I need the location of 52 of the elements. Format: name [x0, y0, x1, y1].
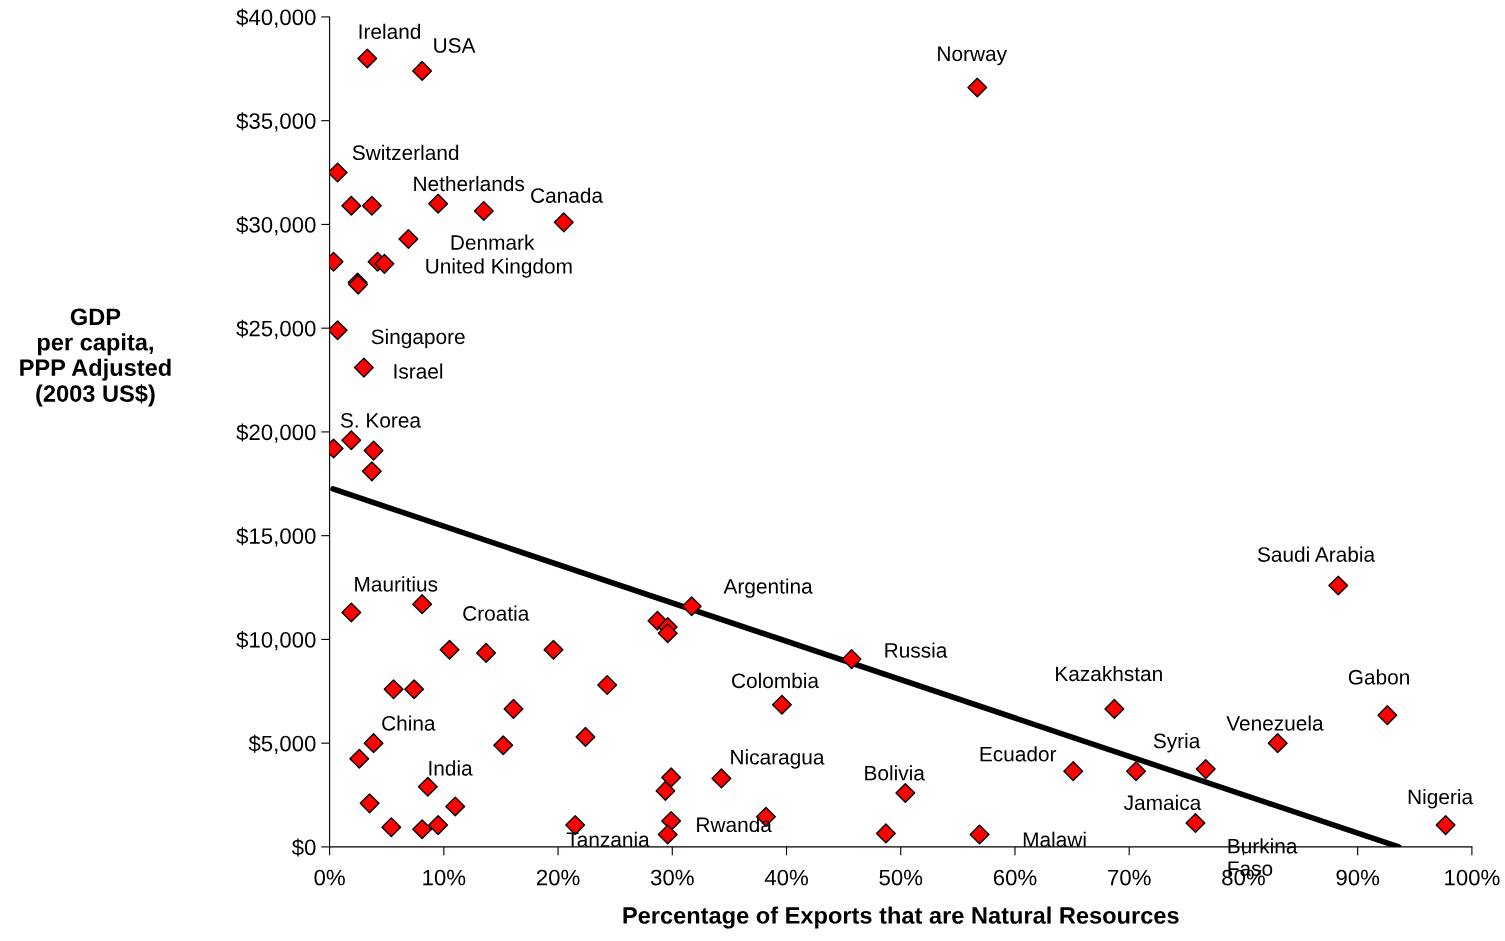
annotation: USA [434, 38, 476, 53]
annotation: India [429, 760, 473, 776]
y-tick-label: $20,000 [236, 423, 316, 443]
y-tick-label: $10,000 [236, 631, 316, 651]
annotation: Kazakhstan [1056, 665, 1162, 682]
annotation: Tanzania [566, 831, 650, 847]
annotation: Gabon [1348, 669, 1409, 685]
x-tick-label: 40% [764, 869, 808, 886]
x-tick-label: 100% [1445, 869, 1500, 886]
annotation: Netherlands [414, 175, 525, 192]
x-tick-label: 30% [650, 869, 694, 886]
y-tick-label: $5,000 [248, 734, 316, 755]
annotation: Russia [885, 642, 948, 658]
y-tick-label: $15,000 [236, 527, 316, 547]
y-tick-label: $0 [291, 838, 316, 857]
annotation: China [382, 715, 436, 731]
annotation: Mauritius [355, 576, 438, 592]
x-tick-label: 20% [536, 869, 580, 886]
annotation: Croatia [463, 605, 530, 621]
annotation: Denmark [451, 234, 535, 250]
x-axis-title: Percentage of Exports that are Natural Resources [623, 906, 1179, 929]
annotation: Argentina [723, 578, 813, 598]
annotation: Israel [394, 363, 443, 379]
x-tick-label: 0% [314, 869, 345, 886]
annotation: Venezuela [1226, 715, 1324, 731]
annotation: Norway [938, 46, 1007, 66]
annotation: Singapore [371, 328, 465, 349]
annotation: Saudi Arabia [1257, 546, 1376, 562]
x-tick-label: 60% [993, 869, 1037, 886]
annotation: Ecuador [980, 746, 1057, 762]
annotation: Colombia [732, 672, 819, 689]
annotation: Canada [531, 187, 604, 203]
annotation: Malawi [1023, 831, 1086, 847]
x-tick-label: 70% [1108, 869, 1151, 886]
annotation: United Kingdom [426, 258, 572, 278]
y-axis-title: GDP per capita, PPP Adjusted (2003 US$) [20, 308, 171, 407]
x-tick-label: 50% [879, 869, 923, 886]
annotation: Syria [1153, 732, 1201, 753]
y-tick-label: $35,000 [236, 112, 316, 132]
y-tick-label: $40,000 [236, 8, 316, 28]
y-tick-label: $25,000 [236, 319, 316, 340]
x-tick-label: 90% [1336, 869, 1380, 886]
annotation: Switzerland [352, 144, 459, 161]
annotation: Ireland [359, 23, 421, 40]
annotation: Nicaragua [731, 749, 825, 769]
annotation: Bolivia [865, 765, 925, 781]
x-tick-label: 10% [423, 869, 466, 886]
annotation: S. Korea [340, 413, 421, 428]
annotation: Jamaica [1123, 794, 1202, 811]
annotation: Nigeria [1408, 789, 1474, 809]
y-tick-label: $30,000 [236, 216, 316, 236]
annotation: Rwanda [697, 816, 772, 833]
